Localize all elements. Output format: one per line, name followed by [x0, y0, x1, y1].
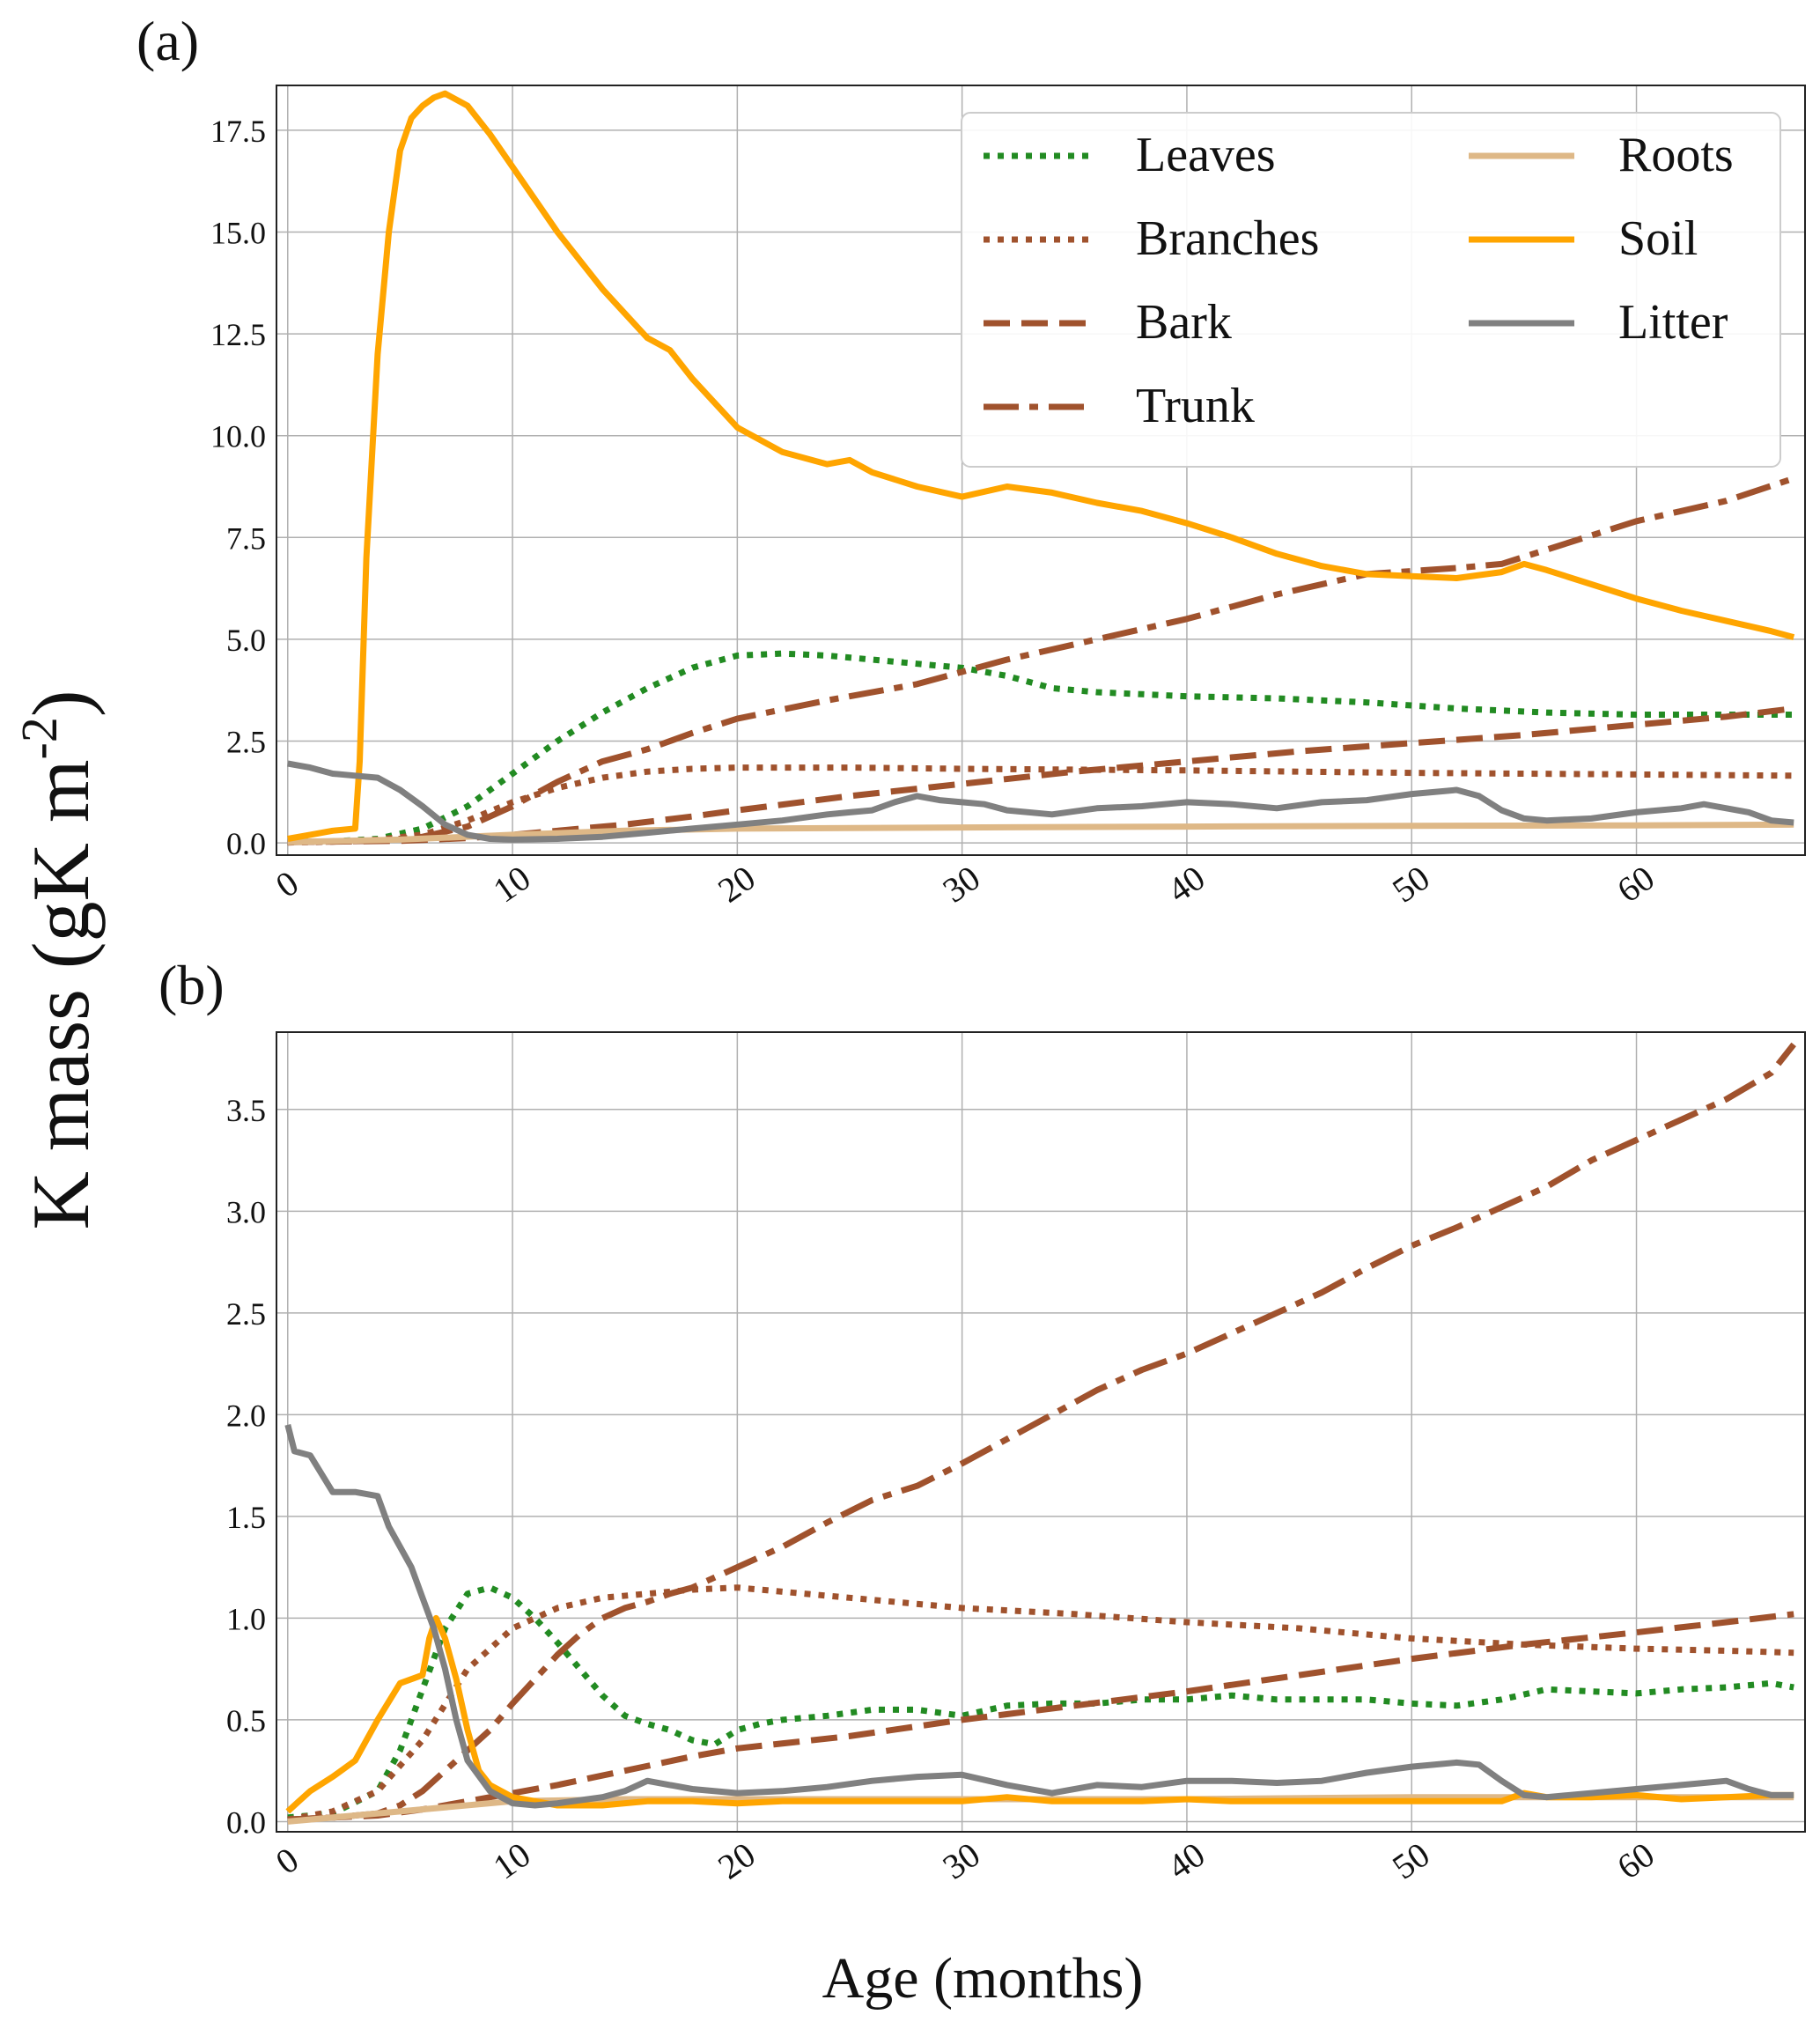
- panel-b-y-tick-label: 2.0: [226, 1398, 266, 1433]
- panel-b-y-tick-label: 1.0: [226, 1601, 266, 1636]
- panel-b-y-tick-label: 3.0: [226, 1194, 266, 1229]
- panel-b-series-leaves: [287, 1584, 1794, 1821]
- legend-box: [961, 112, 1781, 468]
- panel-a-y-tick-label: 5.0: [226, 623, 266, 658]
- y-axis-label-close: ): [16, 690, 106, 717]
- panel-b-series: [284, 1042, 1796, 1825]
- panel-a-label: (a): [136, 10, 199, 72]
- panel-a-y-tick-label: 15.0: [210, 215, 266, 250]
- panel-b-y-tick-labels: 0.0 0.5 1.0 1.5 2.0 2.5 3.0 3.5: [226, 1093, 266, 1841]
- legend-label-bark: Bark: [1136, 295, 1232, 350]
- panel-a-series-soil: [287, 90, 1795, 842]
- panel-a-series-trunk: [287, 475, 1795, 845]
- panel-a-frame: [276, 85, 1806, 856]
- panel-b-series-bark: [287, 1611, 1794, 1823]
- panel-b-frame: [276, 1031, 1806, 1833]
- panel-a-y-tick-label: 2.5: [226, 725, 266, 760]
- legend-entry-soil: Soil: [1469, 211, 1698, 266]
- legend-label-leaves: Leaves: [1136, 128, 1276, 182]
- panel-a-y-tick-label: 17.5: [210, 114, 266, 149]
- legend-entry-trunk: Trunk: [984, 379, 1255, 433]
- legend-label-litter: Litter: [1618, 295, 1728, 350]
- panel-b-series-branches: [287, 1584, 1794, 1823]
- panel-b-label: (b): [158, 954, 225, 1016]
- panel-b-series-litter: [284, 1424, 1794, 1809]
- legend-label-roots: Roots: [1618, 128, 1734, 182]
- panel-b-series-soil: [285, 1614, 1794, 1814]
- panel-b-series-trunk: [287, 1042, 1796, 1823]
- panel-a-y-tick-label: 12.5: [210, 317, 266, 352]
- legend-entry-leaves: Leaves: [984, 128, 1276, 182]
- panel-a-y-tick-label: 10.0: [210, 419, 266, 454]
- panel-b-y-tick-label: 0.0: [226, 1804, 266, 1840]
- panel-b-y-tick-label: 1.5: [226, 1500, 266, 1535]
- legend-label-branches: Branches: [1136, 211, 1319, 266]
- x-axis-label: Age (months): [822, 1946, 1144, 2011]
- panel-a-series-leaves: [287, 650, 1794, 845]
- y-axis-label: K mass (gK m-2): [11, 690, 106, 1229]
- panel-b-y-tick-label: 2.5: [226, 1296, 266, 1332]
- legend-entry-roots: Roots: [1469, 128, 1734, 182]
- y-axis-label-superscript: -2: [11, 717, 68, 759]
- legend-label-soil: Soil: [1618, 211, 1698, 266]
- legend: Leaves Branches Bark Trunk Roots Soil: [961, 112, 1781, 468]
- panel-b: (b) 0.00.51.01.52.02.53.03.5 0 10 20 30 40 50…: [158, 954, 1806, 1887]
- legend-entry-litter: Litter: [1469, 295, 1728, 350]
- panel-a: (a) 0.02.55.07.510.012.515.017.5 0 10 20 30…: [136, 10, 1806, 911]
- panel-a-y-tick-labels: 0.0 2.5 5.0 7.5 10.0 12.5 15.0 17.5: [210, 114, 266, 861]
- panel-b-y-tick-label: 0.5: [226, 1703, 266, 1738]
- legend-label-trunk: Trunk: [1136, 379, 1255, 433]
- panel-b-y-tick-label: 3.5: [226, 1093, 266, 1128]
- legend-entry-branches: Branches: [984, 211, 1319, 266]
- panel-a-series-roots: [287, 821, 1794, 845]
- y-axis-label-main: K mass (gK m: [16, 759, 106, 1229]
- legend-entry-bark: Bark: [984, 295, 1232, 350]
- panel-a-series-litter: [287, 760, 1794, 843]
- panel-a-y-tick-label: 7.5: [226, 520, 266, 556]
- panel-a-series: [287, 90, 1795, 846]
- panel-a-series-bark: [287, 705, 1794, 845]
- panel-a-y-tick-label: 0.0: [226, 826, 266, 861]
